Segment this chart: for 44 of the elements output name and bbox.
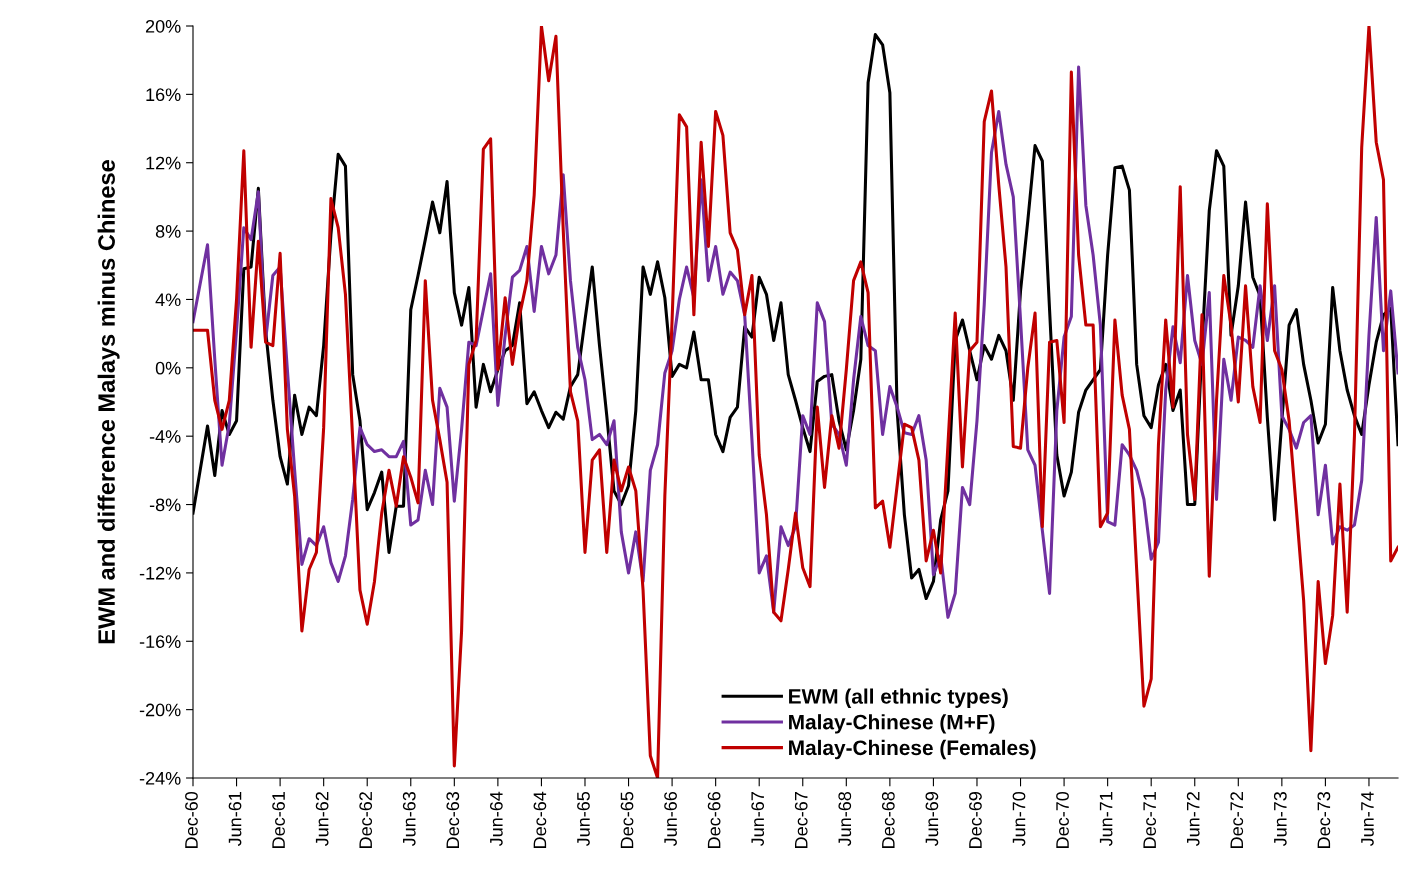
y-tick-label: 0%: [155, 361, 181, 375]
x-tick-label: Jun-68: [838, 791, 852, 847]
x-tick-label: Jun-74: [1361, 791, 1374, 847]
x-tick-label: Jun-72: [1186, 792, 1200, 847]
y-tick-label: 20%: [145, 19, 181, 33]
x-tick-label: Dec-72: [1230, 792, 1244, 848]
x-tick-label: Jun-62: [315, 792, 329, 847]
y-tick-label: 8%: [155, 225, 181, 238]
x-tick-label: Dec-73: [1317, 791, 1331, 848]
x-tick-label: Jun-70: [1012, 791, 1026, 847]
y-tick-label: -24%: [139, 771, 181, 785]
x-tick-label: Jun-64: [489, 791, 503, 847]
x-tick-label: Jun-61: [228, 792, 242, 847]
x-tick-label: Jun-73: [1273, 791, 1287, 847]
x-tick-label: Jun-67: [751, 792, 765, 847]
x-tick-label: Jun-65: [577, 791, 590, 847]
y-tick-label: -12%: [139, 566, 181, 580]
x-tick-label: Dec-67: [794, 792, 808, 848]
x-tick-label: Jun-71: [1099, 792, 1113, 847]
x-tick-label: Dec-60: [185, 791, 198, 848]
x-tick-label: Dec-63: [446, 791, 460, 848]
legend-label: Malay-Chinese (Females): [789, 739, 1036, 760]
x-tick-label: Jun-66: [664, 791, 677, 847]
legend-label: EWM (all ethnic types): [789, 688, 1008, 708]
y-tick-label: -8%: [149, 498, 181, 512]
x-tick-label: Dec-61: [272, 792, 285, 848]
x-tick-label: Dec-65: [620, 791, 634, 848]
y-tick-label: -16%: [139, 635, 181, 648]
y-tick-label: 4%: [155, 293, 181, 307]
x-tick-label: Dec-62: [359, 792, 373, 848]
x-tick-label: Jun-69: [925, 792, 939, 847]
x-tick-label: Dec-68: [881, 791, 895, 848]
y-tick-label: -20%: [139, 703, 181, 717]
y-tick-label: -4%: [149, 430, 181, 443]
x-tick-label: Dec-64: [533, 791, 547, 848]
y-tick-label: 16%: [146, 88, 181, 102]
x-tick-label: Dec-70: [1056, 791, 1069, 848]
x-tick-label: Dec-66: [707, 791, 721, 848]
x-tick-label: Jun-63: [402, 791, 416, 847]
y-axis-title: EWM and difference Malays minus Chinese: [97, 160, 120, 644]
y-tick-label: 12%: [146, 156, 181, 170]
x-tick-label: Dec-69: [969, 792, 982, 848]
legend-label: Malay-Chinese (M+F): [789, 714, 995, 734]
x-tick-label: Dec-71: [1143, 792, 1157, 848]
